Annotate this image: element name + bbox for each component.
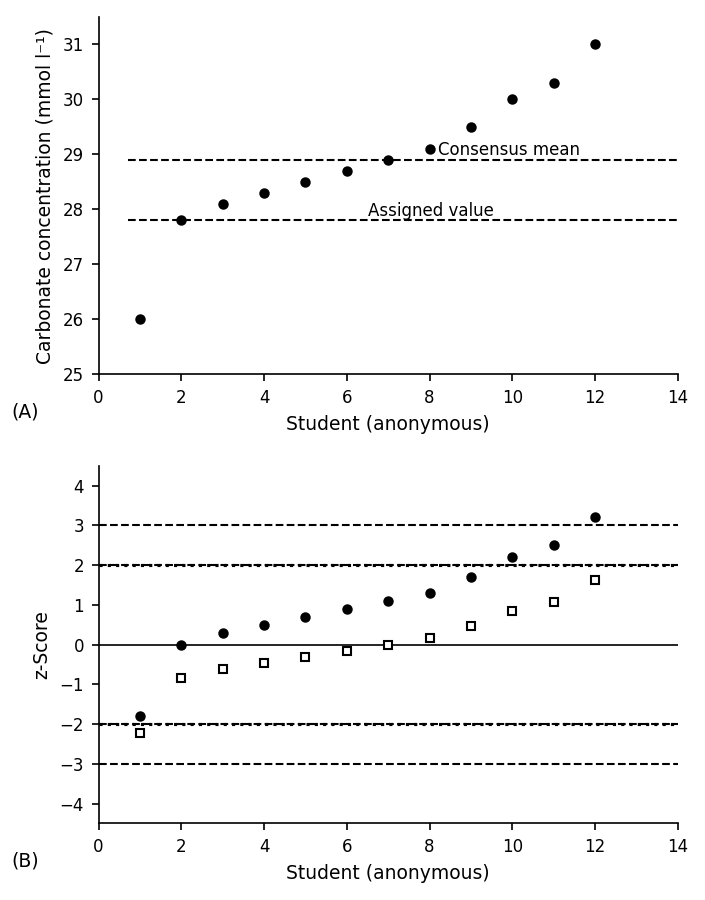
$z_i$ (assigned): [591, 512, 599, 523]
$z_i$ (assigned): [425, 588, 434, 598]
X-axis label: Student (anonymous): Student (anonymous): [286, 416, 490, 435]
$z_i$ (consensus): [384, 639, 393, 650]
Text: (B): (B): [12, 851, 39, 870]
$z_i$ (assigned): [343, 603, 351, 614]
Line: $z_i$ (consensus): $z_i$ (consensus): [136, 576, 599, 737]
$z_i$ (consensus): [301, 652, 309, 662]
Text: Consensus mean: Consensus mean: [438, 141, 580, 159]
Line: $z_i$ (assigned): $z_i$ (assigned): [136, 513, 599, 720]
Text: Assigned value: Assigned value: [367, 202, 493, 220]
$z_i$ (consensus): [260, 658, 269, 669]
$z_i$ (consensus): [467, 621, 475, 632]
$z_i$ (consensus): [343, 645, 351, 656]
$z_i$ (assigned): [260, 619, 269, 630]
$z_i$ (consensus): [219, 663, 227, 674]
$z_i$ (consensus): [508, 606, 517, 616]
Y-axis label: z-Score: z-Score: [32, 610, 51, 679]
$z_i$ (consensus): [136, 728, 145, 739]
$z_i$ (consensus): [425, 633, 434, 643]
$z_i$ (consensus): [177, 673, 185, 684]
$z_i$ (assigned): [301, 611, 309, 622]
$z_i$ (consensus): [549, 597, 558, 608]
X-axis label: Student (anonymous): Student (anonymous): [286, 864, 490, 883]
$z_i$ (assigned): [549, 540, 558, 551]
$z_i$ (assigned): [177, 639, 185, 650]
$z_i$ (assigned): [508, 552, 517, 562]
$z_i$ (consensus): [591, 575, 599, 586]
$z_i$ (assigned): [467, 572, 475, 582]
$z_i$ (assigned): [136, 711, 145, 722]
$z_i$ (assigned): [219, 627, 227, 638]
$z_i$ (assigned): [384, 596, 393, 607]
Y-axis label: Carbonate concentration (mmol l⁻¹): Carbonate concentration (mmol l⁻¹): [35, 28, 54, 364]
Text: (A): (A): [12, 402, 39, 421]
